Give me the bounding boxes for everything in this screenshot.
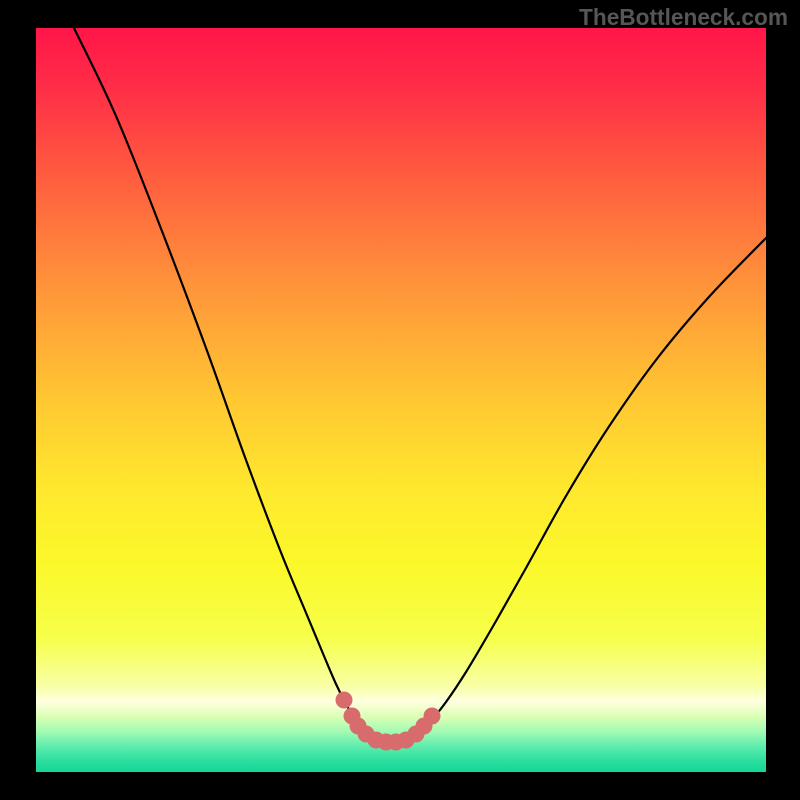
marker-point: [424, 708, 441, 725]
marker-point: [336, 692, 353, 709]
chart-container: TheBottleneck.com: [0, 0, 800, 800]
watermark-text: TheBottleneck.com: [579, 4, 788, 31]
markers-layer: [36, 28, 766, 772]
plot-area: [36, 28, 766, 772]
